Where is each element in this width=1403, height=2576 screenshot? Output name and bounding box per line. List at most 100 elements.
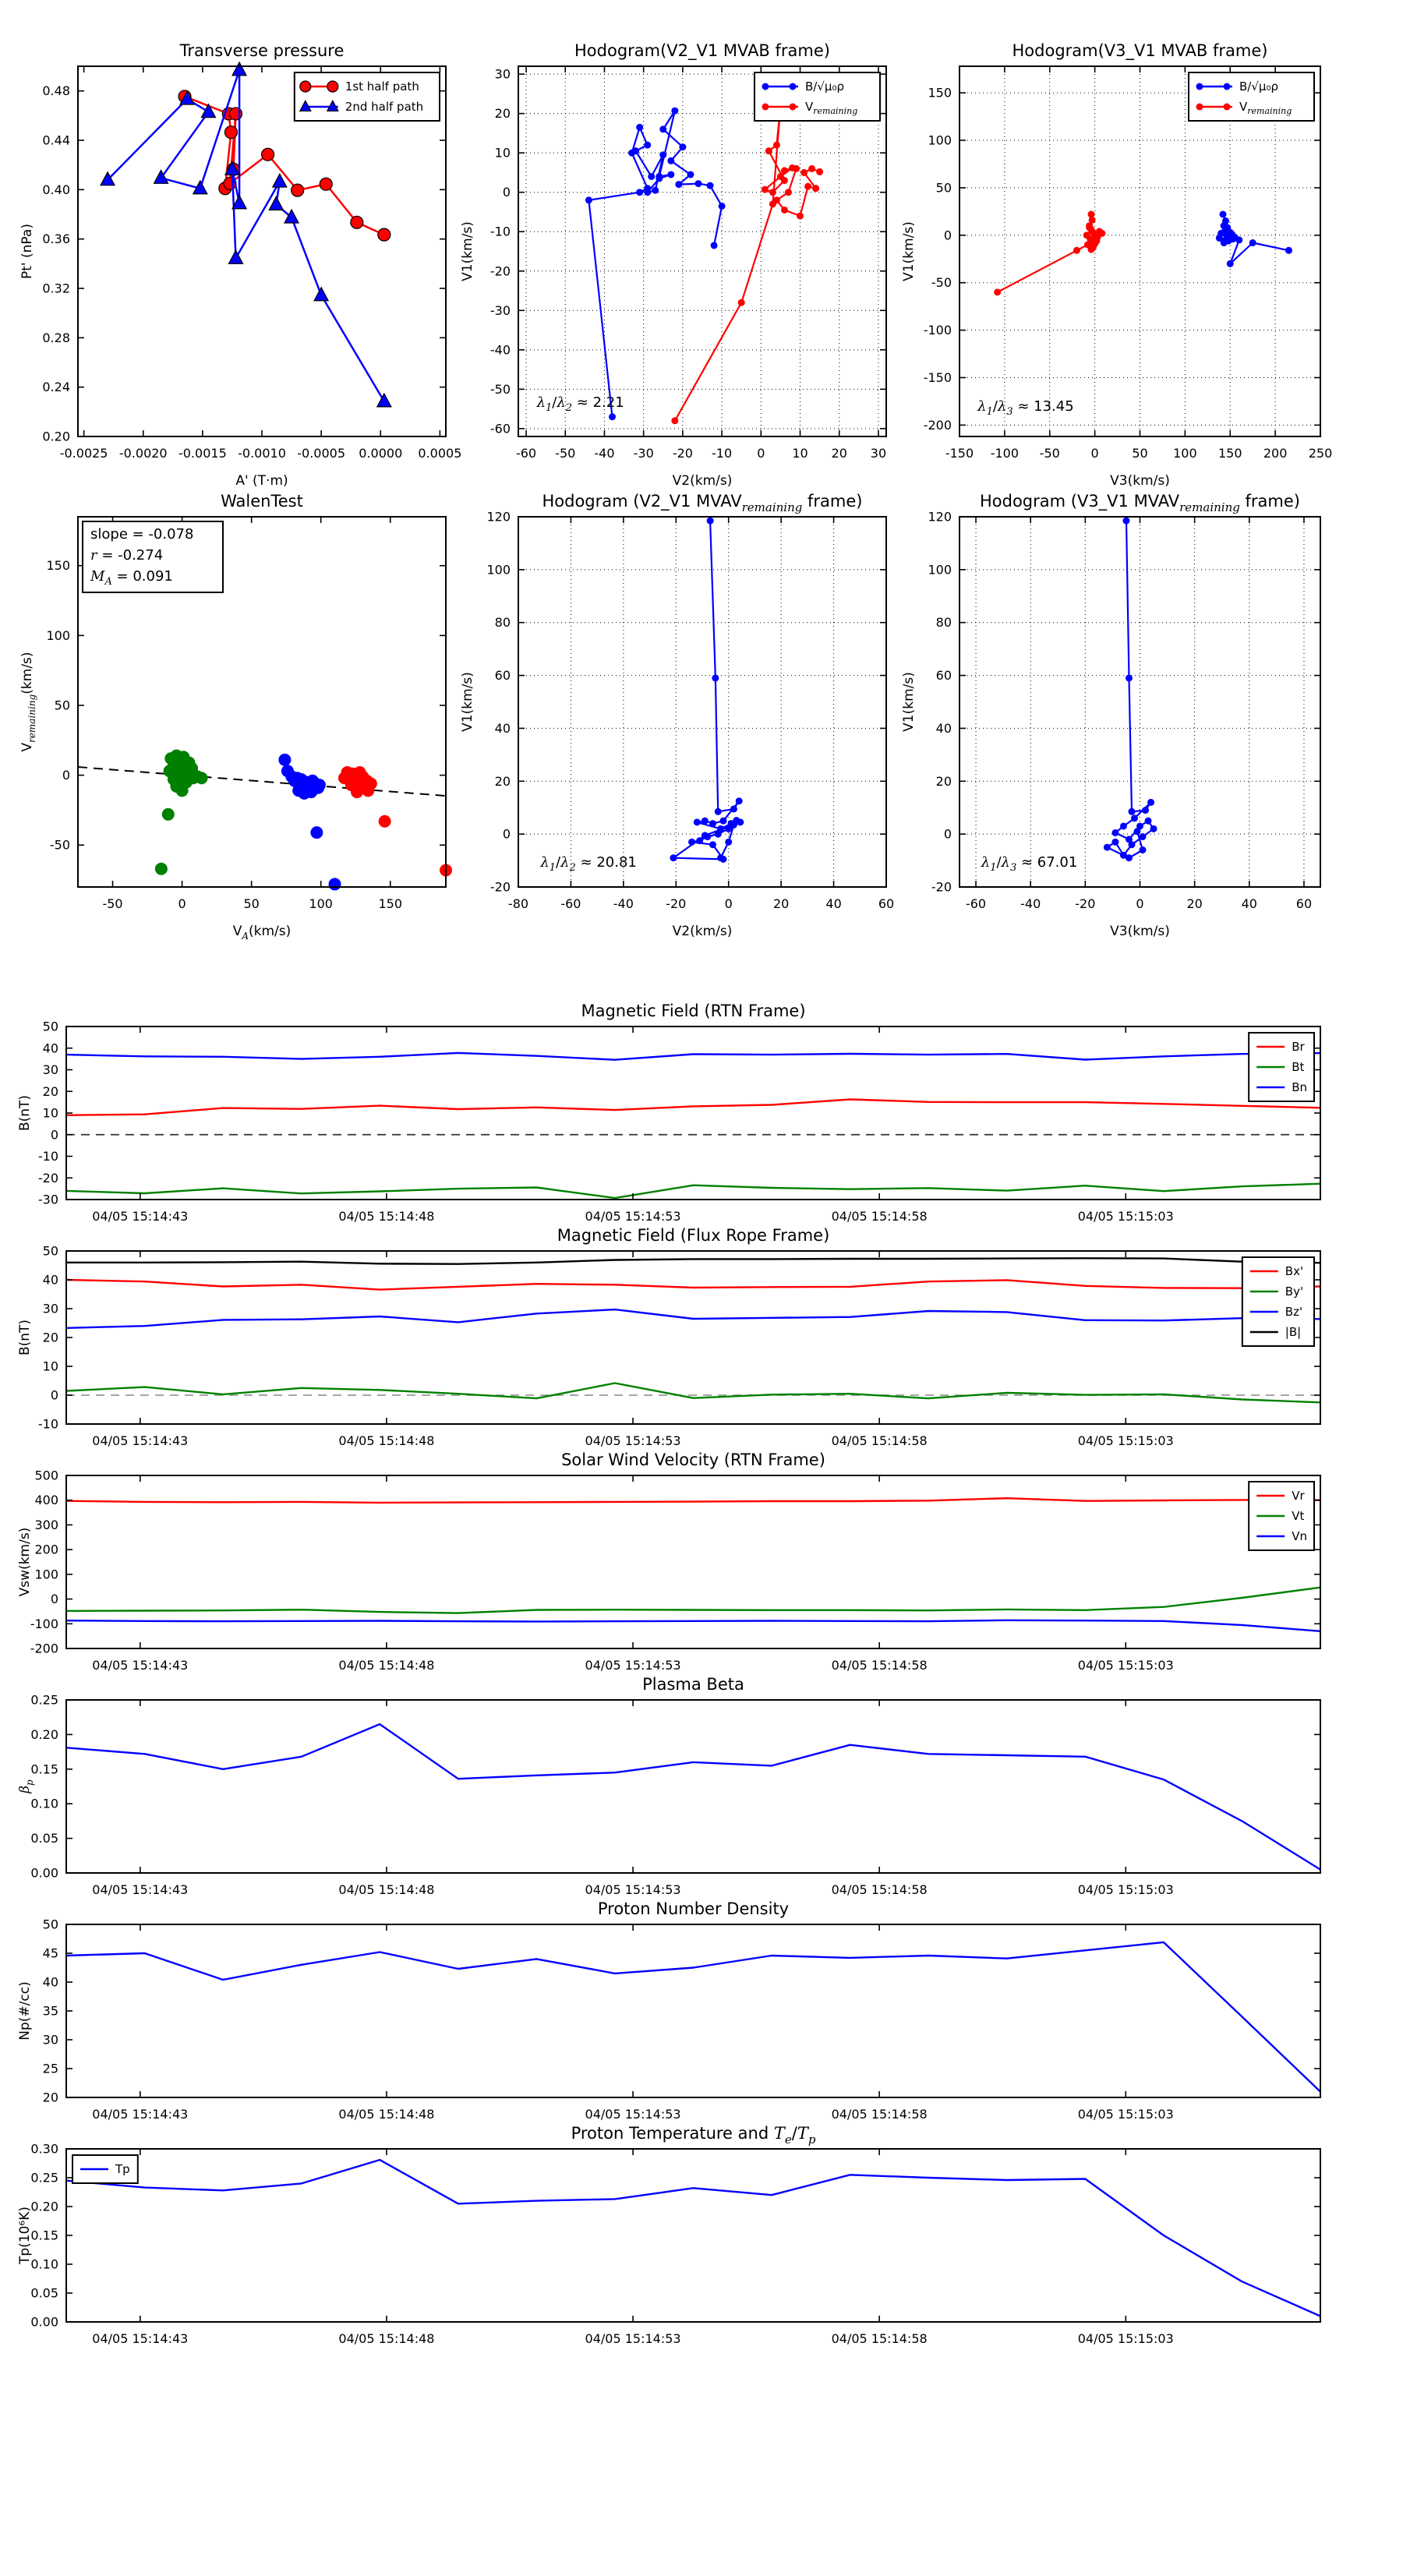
- x-tick-label: 20: [1186, 896, 1202, 911]
- annotation: λ1/λ3 ≈ 67.01: [981, 854, 1078, 874]
- y-tick-label: 400: [34, 1493, 58, 1507]
- chart-title: Magnetic Field (RTN Frame): [581, 1002, 805, 1020]
- y-tick-label: -200: [30, 1641, 58, 1656]
- y-tick-label: 45: [43, 1946, 58, 1961]
- legend-label: By': [1285, 1284, 1303, 1299]
- chart-transverse-pressure: -0.0025 -0.0020 -0.0015 -0.0010 -0.0005 0.000…: [19, 41, 461, 489]
- x-tick-label: 04/05 15:15:03: [1078, 1658, 1174, 1673]
- y-tick-label: 120: [486, 510, 511, 525]
- chart-title: Proton Temperature and Te/Tp: [571, 2124, 816, 2147]
- y-tick-label: -100: [30, 1617, 58, 1631]
- y-tick-label: 20: [43, 1084, 58, 1099]
- y-tick-label: -10: [38, 1149, 58, 1164]
- chart-proton-temperature: 04/05 15:14:43 04/05 15:14:48 04/05 15:14:…: [17, 2124, 1321, 2346]
- y-axis-label: V1(km/s): [460, 221, 475, 281]
- x-tick-label: -30: [634, 446, 654, 461]
- x-tick-label: -40: [1020, 896, 1041, 911]
- y-tick-label: 50: [55, 698, 70, 712]
- series-b-sqrt-mu0-rho-: [585, 107, 726, 421]
- series-vt: [66, 1586, 1320, 1614]
- legend-label: Vr: [1292, 1489, 1305, 1503]
- x-tick-label: 250: [1309, 446, 1333, 461]
- x-axis-label: A' (T·m): [235, 473, 288, 489]
- x-axis-label: V3(km/s): [1110, 924, 1170, 939]
- y-tick-label: 200: [34, 1542, 58, 1557]
- legend-label: B/√μ₀ρ: [1239, 80, 1278, 94]
- chart-hodogram-v3v1-mvab: -150 -100 -50 0 50 100 150 200 250 -200 -150 -100 -5…: [901, 41, 1332, 489]
- x-tick-label: -60: [966, 896, 986, 911]
- y-tick-label: 0: [944, 827, 952, 842]
- y-tick-label: 0.15: [30, 1762, 58, 1776]
- y-tick-label: 50: [43, 1019, 58, 1034]
- x-tick-label: 0: [757, 446, 765, 461]
- legend: Tp: [72, 2154, 139, 2184]
- x-tick-label: 20: [773, 896, 789, 911]
- y-tick-label: 50: [43, 1917, 58, 1932]
- y-axis-label: Pt' (nPa): [19, 224, 35, 279]
- legend-label: Bz': [1285, 1305, 1302, 1319]
- x-tick-label: 04/05 15:15:03: [1078, 2331, 1174, 2346]
- y-axis-label: Vsw(km/s): [17, 1528, 33, 1597]
- chart-title: WalenTest: [221, 492, 303, 511]
- x-tick-label: -50: [1040, 446, 1060, 461]
- x-tick-label: 04/05 15:14:58: [832, 1209, 928, 1224]
- y-tick-label: 0: [944, 228, 952, 242]
- x-tick-label: 0: [1136, 896, 1143, 911]
- series-vn: [66, 1619, 1320, 1632]
- chart-title: Transverse pressure: [179, 41, 345, 60]
- y-tick-label: 100: [486, 562, 511, 577]
- legend: Vr Vt Vn: [1248, 1481, 1315, 1551]
- y-tick-label: 20: [43, 1330, 58, 1345]
- x-axis-label: V3(km/s): [1110, 473, 1170, 489]
- y-axis-label: V1(km/s): [901, 672, 917, 732]
- y-tick-label: 0.48: [42, 83, 70, 98]
- legend: 1st half path 2nd half path: [293, 72, 440, 122]
- y-tick-label: 0.20: [42, 429, 70, 444]
- series-bz-: [66, 1308, 1320, 1329]
- x-tick-label: -20: [673, 446, 693, 461]
- x-tick-label: -80: [508, 896, 528, 911]
- x-tick-label: -100: [991, 446, 1019, 461]
- legend: B/√μ₀ρ Vremaining: [1188, 72, 1315, 122]
- x-tick-label: 04/05 15:14:43: [92, 1433, 188, 1448]
- y-tick-label: 60: [936, 668, 952, 683]
- y-tick-label: 100: [928, 133, 952, 148]
- series-tp: [66, 2158, 1320, 2317]
- y-tick-label: 0.05: [30, 2286, 58, 2301]
- x-tick-label: -40: [594, 446, 614, 461]
- legend-label: 1st half path: [345, 80, 419, 94]
- y-tick-label: 0.44: [42, 133, 70, 148]
- y-axis-label: Vremaining(km/s): [19, 652, 37, 751]
- x-tick-label: 04/05 15:15:03: [1078, 2107, 1174, 2122]
- legend: Br Bt Bn: [1248, 1032, 1315, 1102]
- stats-line: slope = -0.078: [90, 526, 193, 542]
- x-axis-label: VA(km/s): [233, 924, 292, 942]
- legend-label: Bn: [1292, 1080, 1307, 1094]
- y-axis-label: βp: [17, 1779, 35, 1794]
- series-v-remaining-hodogram: [670, 517, 744, 863]
- series-v-remaining: [671, 102, 824, 425]
- y-tick-label: 0.32: [42, 281, 70, 296]
- y-tick-label: 10: [495, 146, 511, 161]
- legend-label: Vremaining: [1239, 100, 1292, 116]
- y-tick-label: 0.00: [30, 2315, 58, 2330]
- y-tick-label: 20: [43, 2090, 58, 2105]
- y-tick-label: 0.30: [30, 2142, 58, 2157]
- y-axis-label: V1(km/s): [460, 672, 475, 732]
- y-tick-label: 20: [936, 774, 952, 789]
- legend-label: Vt: [1292, 1509, 1304, 1523]
- x-tick-label: 04/05 15:14:43: [92, 1882, 188, 1897]
- x-tick-label: 04/05 15:14:53: [585, 1209, 681, 1224]
- chart-hodogram-v2v1-mvab: -60 -50 -40 -30 -20 -10 0 10 20 30 -60 -50 -40 -30 -20…: [460, 41, 887, 489]
- y-tick-label: 120: [928, 510, 952, 525]
- y-axis-label: Np(#/cc): [17, 1981, 33, 2040]
- y-tick-label: 80: [495, 615, 511, 630]
- x-tick-label: -20: [1075, 896, 1095, 911]
- series-bx-: [66, 1278, 1320, 1291]
- y-tick-label: 0: [503, 827, 511, 842]
- x-tick-label: 150: [378, 896, 402, 911]
- y-tick-label: 40: [495, 721, 511, 736]
- x-tick-label: 04/05 15:14:53: [585, 1658, 681, 1673]
- series-by-: [66, 1382, 1320, 1404]
